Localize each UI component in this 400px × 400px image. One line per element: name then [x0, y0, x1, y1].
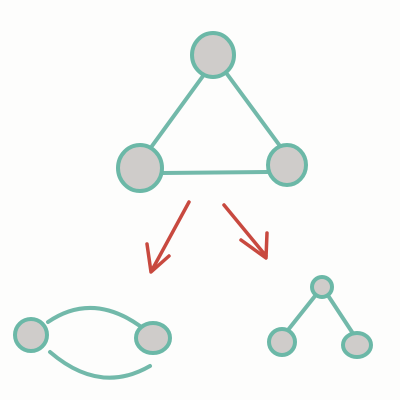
edge [225, 72, 282, 148]
edge [150, 74, 205, 148]
node [341, 331, 373, 359]
node [134, 321, 172, 355]
arrow [150, 200, 191, 272]
arrow-head [239, 231, 269, 260]
node [190, 31, 236, 79]
arrow-head [145, 242, 171, 274]
node [266, 143, 308, 187]
triangle-graph [116, 31, 308, 193]
node [116, 143, 164, 193]
multi-edge-graph [13, 305, 172, 380]
edge [160, 170, 269, 175]
path-graph [267, 275, 373, 359]
node [13, 317, 49, 353]
edge [286, 294, 317, 332]
edge [46, 305, 142, 328]
arrow [222, 203, 268, 258]
node [267, 327, 297, 357]
arrows [145, 200, 269, 274]
node [310, 275, 334, 299]
edge [327, 295, 354, 334]
edge [48, 350, 152, 380]
